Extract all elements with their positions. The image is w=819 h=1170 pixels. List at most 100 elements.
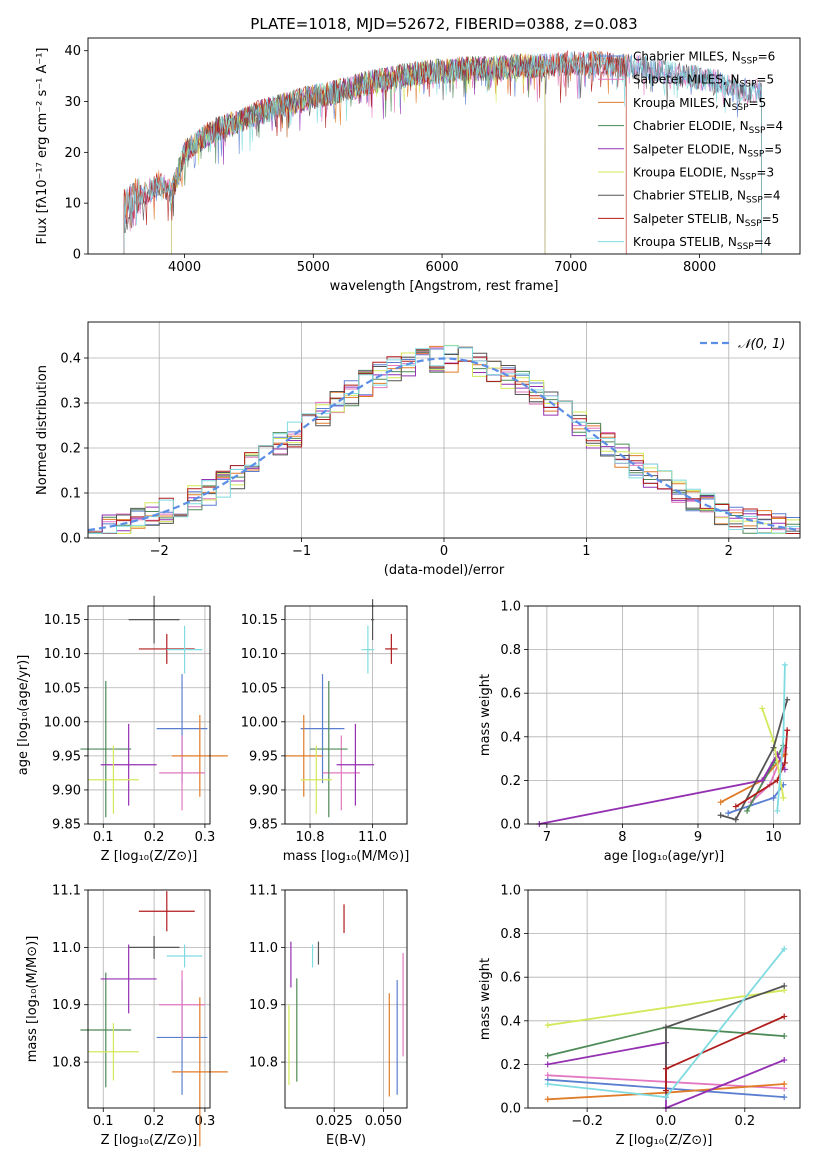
legend-entry: Kroupa ELODIE, NSSP=3: [633, 166, 774, 183]
x-tick-label: 4000: [168, 260, 201, 275]
data-marker: [544, 1061, 551, 1068]
residuals-panel: −2 −1 0 1 2 0.0 0.1 0.2 0.3 0.4 (data-model)/error…: [35, 321, 801, 578]
age-vs-metallicity-panel: 0.1 0.2 0.3 9.85 9.90 9.95 10.00 10.05 10.10 10.1…: [16, 595, 228, 864]
mass-vs-metallicity-panel: 0.1 0.2 0.3 10.8 10.9 11.0 11.1 Z [log₁₀(Z/Z⊙)]…: [25, 884, 228, 1148]
data-marker: [725, 810, 732, 817]
x-tick-label: 0.2: [734, 1114, 755, 1129]
data-marker: [781, 661, 788, 668]
legend-entry: Chabrier STELIB, NSSP=4: [633, 189, 781, 206]
series-line: [665, 985, 785, 1098]
figure-title: PLATE=1018, MJD=52672, FIBERID=0388, z=0…: [250, 15, 637, 33]
data-marker: [744, 807, 751, 814]
data-marker: [774, 807, 781, 814]
data-marker: [781, 1013, 788, 1020]
y-tick-label: 9.95: [249, 749, 278, 764]
y-tick-label: 0.4: [60, 352, 81, 367]
data-marker: [759, 705, 766, 712]
x-tick-label: 1: [582, 544, 590, 559]
x-tick-label: 0.3: [195, 1114, 216, 1129]
x-tick-label: 10.8: [296, 830, 325, 845]
data-marker: [662, 1024, 669, 1031]
data-marker: [717, 812, 724, 819]
axes-frame: [527, 605, 801, 825]
x-axis-label: E(B-V): [326, 1133, 366, 1148]
x-tick-label: 0.2: [144, 830, 165, 845]
y-tick-label: 9.90: [52, 783, 81, 798]
x-axis-label: Z [log₁₀(Z/Z⊙)]: [616, 1133, 713, 1148]
y-tick-label: 10.9: [249, 998, 278, 1013]
y-tick-label: 9.90: [249, 783, 278, 798]
axes-frame: [527, 889, 801, 1109]
normal-curve: [88, 357, 800, 532]
y-axis-label: mass weight: [478, 958, 493, 1040]
x-axis-label: mass [log₁₀(M/M⊙)]: [283, 849, 410, 864]
data-marker: [544, 1081, 551, 1088]
x-tick-label: 0.3: [195, 830, 216, 845]
y-tick-label: 11.1: [249, 884, 278, 899]
x-tick-label: 10: [765, 830, 782, 845]
data-marker: [770, 794, 777, 801]
legend-entry: Kroupa STELIB, NSSP=4: [633, 235, 771, 252]
x-tick-label: 0.1: [93, 830, 114, 845]
x-tick-label: −1: [292, 544, 311, 559]
y-tick-label: 10.05: [241, 681, 278, 696]
y-tick-label: 0.6: [500, 687, 521, 702]
y-axis-label: Flux [fλ10⁻¹⁷ erg cm⁻² s⁻¹ A⁻¹]: [35, 48, 50, 245]
y-tick-label: 0.2: [60, 442, 81, 457]
axes-frame: [284, 605, 408, 825]
y-tick-label: 10.00: [44, 715, 81, 730]
x-tick-label: 8000: [683, 260, 716, 275]
y-tick-label: 0.2: [500, 774, 521, 789]
x-tick-label: 8: [618, 830, 626, 845]
y-tick-label: 10.15: [241, 613, 278, 628]
x-tick-label: 9: [694, 830, 702, 845]
axes-frame: [87, 321, 801, 539]
legend-entry: Salpeter STELIB, NSSP=5: [633, 212, 779, 229]
spectrum-line: [123, 51, 762, 254]
data-marker: [544, 1022, 551, 1029]
x-tick-label: 0: [440, 544, 448, 559]
spectrum-lines: [123, 49, 762, 254]
y-tick-label: 0.0: [500, 1102, 521, 1117]
series-line: [547, 989, 785, 1027]
axes-frame: [87, 605, 211, 825]
series-line: [665, 1015, 785, 1091]
legend-entry: Salpeter MILES, NSSP=5: [633, 73, 774, 90]
x-tick-label: 0.050: [365, 1114, 402, 1129]
y-tick-label: 0.0: [500, 818, 521, 833]
y-tick-label: 0.8: [500, 643, 521, 658]
x-tick-label: −2: [150, 544, 169, 559]
histogram-step: [88, 348, 800, 534]
data-marker: [780, 733, 787, 740]
y-tick-label: 11.0: [249, 941, 278, 956]
y-tick-label: 9.95: [52, 749, 81, 764]
y-tick-label: 10.15: [44, 613, 81, 628]
y-tick-label: 40: [64, 44, 81, 59]
legend-entry: Salpeter ELODIE, NSSP=5: [633, 142, 782, 159]
data-marker: [784, 727, 791, 734]
y-tick-label: 0.4: [500, 1014, 521, 1029]
x-tick-label: 7000: [554, 260, 587, 275]
y-tick-label: 10.9: [52, 998, 81, 1013]
y-tick-label: 1.0: [500, 884, 521, 899]
legend-entry: Kroupa MILES, NSSP=5: [633, 96, 766, 113]
data-marker: [544, 1096, 551, 1103]
data-marker: [770, 744, 777, 751]
x-tick-label: 7: [543, 830, 551, 845]
y-tick-label: 0.1: [60, 487, 81, 502]
data-marker: [662, 1065, 669, 1072]
y-tick-label: 0.2: [500, 1058, 521, 1073]
y-tick-label: 9.85: [249, 818, 278, 833]
y-tick-label: 11.0: [52, 941, 81, 956]
y-tick-label: 10.8: [52, 1056, 81, 1071]
mass-weight-vs-metallicity-panel: −0.2 0.0 0.2 0.0 0.2 0.4 0.6 0.8 1.0 Z [log₁₀(Z/Z…: [478, 884, 801, 1148]
data-marker: [781, 1033, 788, 1040]
x-axis-label: Z [log₁₀(Z/Z⊙)]: [101, 849, 198, 864]
y-tick-label: 0.6: [500, 971, 521, 986]
x-tick-label: 5000: [297, 260, 330, 275]
series-line: [720, 699, 789, 821]
y-tick-label: 30: [64, 95, 81, 110]
y-axis-label: Normed distribution: [35, 365, 50, 495]
y-tick-label: 11.1: [52, 884, 81, 899]
